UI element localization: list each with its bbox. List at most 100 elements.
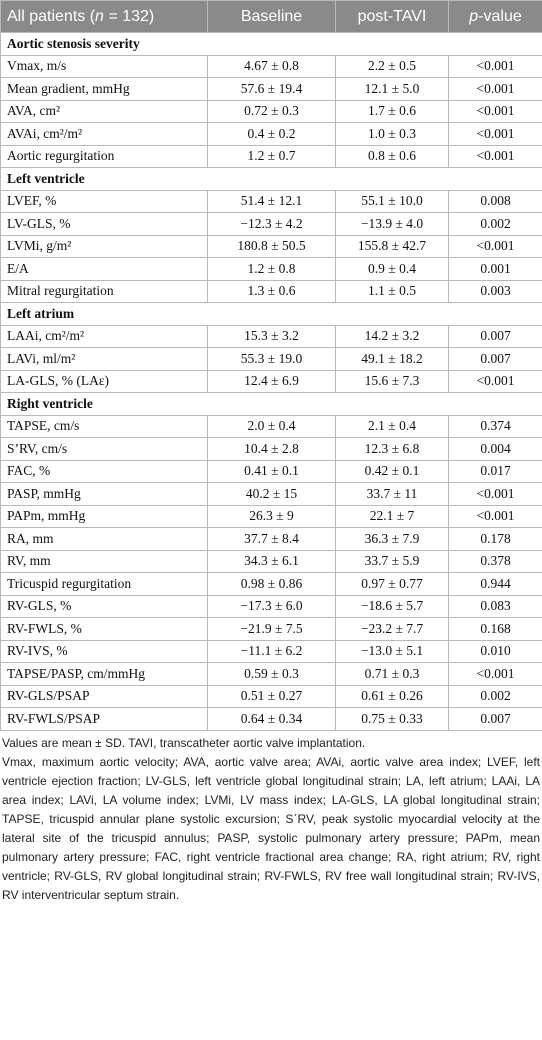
cell: 36.3 ± 7.9 (335, 527, 449, 551)
section-title: Right ventricle (0, 392, 542, 416)
footnote: Vmax, maximum aortic velocity; AVA, aort… (2, 754, 540, 902)
header-cell: All patients (n = 132) (0, 0, 208, 33)
row-label: Mean gradient, mmHg (0, 77, 208, 101)
cell: 0.71 ± 0.3 (335, 662, 449, 686)
cell: 0.944 (448, 572, 542, 596)
cell: 155.8 ± 42.7 (335, 234, 449, 258)
cell: 0.008 (448, 189, 542, 213)
cell: <0.001 (448, 482, 542, 506)
header-text: post-TAVI (357, 7, 427, 25)
cell: 34.3 ± 6.1 (207, 549, 336, 573)
row-label: E/A (0, 257, 208, 281)
row-label: RV-FWLS/PSAP (0, 707, 208, 731)
row-label: FAC, % (0, 459, 208, 483)
row-label: PAPm, mmHg (0, 504, 208, 528)
cell: 0.003 (448, 279, 542, 303)
row-label: RV-IVS, % (0, 639, 208, 663)
row-label: RV, mm (0, 549, 208, 573)
data-row: E/A 1.2 ± 0.8 0.9 ± 0.4 0.001 (0, 257, 542, 281)
row-label: LVEF, % (0, 189, 208, 213)
section-row: Aortic stenosis severity (0, 32, 542, 56)
cell: <0.001 (448, 369, 542, 393)
cell: 26.3 ± 9 (207, 504, 336, 528)
cell: <0.001 (448, 662, 542, 686)
cell: 0.002 (448, 212, 542, 236)
data-row: RV-IVS, % −11.1 ± 6.2 −13.0 ± 5.1 0.010 (0, 639, 542, 663)
row-label: LAVi, ml/m² (0, 347, 208, 371)
cell: 0.4 ± 0.2 (207, 122, 336, 146)
row-label: RV-GLS, % (0, 594, 208, 618)
section-row: Left ventricle (0, 167, 542, 191)
cell: 22.1 ± 7 (335, 504, 449, 528)
cell: <0.001 (448, 234, 542, 258)
header-text: All patients ( (7, 7, 96, 25)
cell: 0.007 (448, 347, 542, 371)
data-row: LAAi, cm²/m² 15.3 ± 3.2 14.2 ± 3.2 0.007 (0, 324, 542, 348)
cell: 0.007 (448, 324, 542, 348)
cell: 1.2 ± 0.7 (207, 144, 336, 168)
header-cell: Baseline (207, 0, 336, 33)
header-text: n (95, 7, 104, 25)
header-text: -value (478, 7, 522, 25)
row-label: AVAi, cm²/m² (0, 122, 208, 146)
cell: 40.2 ± 15 (207, 482, 336, 506)
cell: 0.59 ± 0.3 (207, 662, 336, 686)
cell: 0.97 ± 0.77 (335, 572, 449, 596)
section-title: Left atrium (0, 302, 542, 326)
cell: −11.1 ± 6.2 (207, 639, 336, 663)
data-row: TAPSE, cm/s 2.0 ± 0.4 2.1 ± 0.4 0.374 (0, 414, 542, 438)
cell: 180.8 ± 50.5 (207, 234, 336, 258)
cell: 0.002 (448, 684, 542, 708)
row-label: Tricuspid regurgitation (0, 572, 208, 596)
header-cell: post-TAVI (335, 0, 449, 33)
cell: −21.9 ± 7.5 (207, 617, 336, 641)
cell: 0.72 ± 0.3 (207, 99, 336, 123)
cell: <0.001 (448, 77, 542, 101)
cell: 0.004 (448, 437, 542, 461)
cell: 33.7 ± 11 (335, 482, 449, 506)
row-label: Aortic regurgitation (0, 144, 208, 168)
cell: 0.8 ± 0.6 (335, 144, 449, 168)
section-row: Left atrium (0, 302, 542, 326)
header-row: All patients (n = 132) Baseline post-TAVI p… (0, 0, 542, 33)
row-label: LVMi, g/m² (0, 234, 208, 258)
cell: 12.1 ± 5.0 (335, 77, 449, 101)
data-row: LAVi, ml/m² 55.3 ± 19.0 49.1 ± 18.2 0.007 (0, 347, 542, 371)
cell: <0.001 (448, 99, 542, 123)
header-cell: p-value (448, 0, 542, 33)
row-label: TAPSE, cm/s (0, 414, 208, 438)
footnotes: Values are mean ± SD. TAVI, transcathete… (0, 731, 542, 905)
row-label: RA, mm (0, 527, 208, 551)
cell: 0.001 (448, 257, 542, 281)
cell: 1.1 ± 0.5 (335, 279, 449, 303)
data-row: AVAi, cm²/m² 0.4 ± 0.2 1.0 ± 0.3 <0.001 (0, 122, 542, 146)
cell: 0.75 ± 0.33 (335, 707, 449, 731)
cell: 0.64 ± 0.34 (207, 707, 336, 731)
data-row: LA-GLS, % (LAε) 12.4 ± 6.9 15.6 ± 7.3 <0.00… (0, 369, 542, 393)
data-row: LVEF, % 51.4 ± 12.1 55.1 ± 10.0 0.008 (0, 189, 542, 213)
cell: −17.3 ± 6.0 (207, 594, 336, 618)
data-row: RA, mm 37.7 ± 8.4 36.3 ± 7.9 0.178 (0, 527, 542, 551)
cell: 15.6 ± 7.3 (335, 369, 449, 393)
data-row: RV-FWLS/PSAP 0.64 ± 0.34 0.75 ± 0.33 0.007 (0, 707, 542, 731)
row-label: Vmax, m/s (0, 54, 208, 78)
header-text: Baseline (240, 7, 303, 25)
cell: <0.001 (448, 54, 542, 78)
cell: 0.41 ± 0.1 (207, 459, 336, 483)
cell: 10.4 ± 2.8 (207, 437, 336, 461)
cell: 1.2 ± 0.8 (207, 257, 336, 281)
cell: 0.374 (448, 414, 542, 438)
row-label: LV-GLS, % (0, 212, 208, 236)
cell: 2.1 ± 0.4 (335, 414, 449, 438)
cell: 0.168 (448, 617, 542, 641)
cell: 0.007 (448, 707, 542, 731)
cell: <0.001 (448, 504, 542, 528)
header-text: p (469, 7, 479, 25)
cell: <0.001 (448, 122, 542, 146)
cell: 37.7 ± 8.4 (207, 527, 336, 551)
cell: 14.2 ± 3.2 (335, 324, 449, 348)
data-row: FAC, % 0.41 ± 0.1 0.42 ± 0.1 0.017 (0, 459, 542, 483)
cell: −13.9 ± 4.0 (335, 212, 449, 236)
data-row: TAPSE/PASP, cm/mmHg 0.59 ± 0.3 0.71 ± 0.3 <… (0, 662, 542, 686)
cell: 0.9 ± 0.4 (335, 257, 449, 281)
